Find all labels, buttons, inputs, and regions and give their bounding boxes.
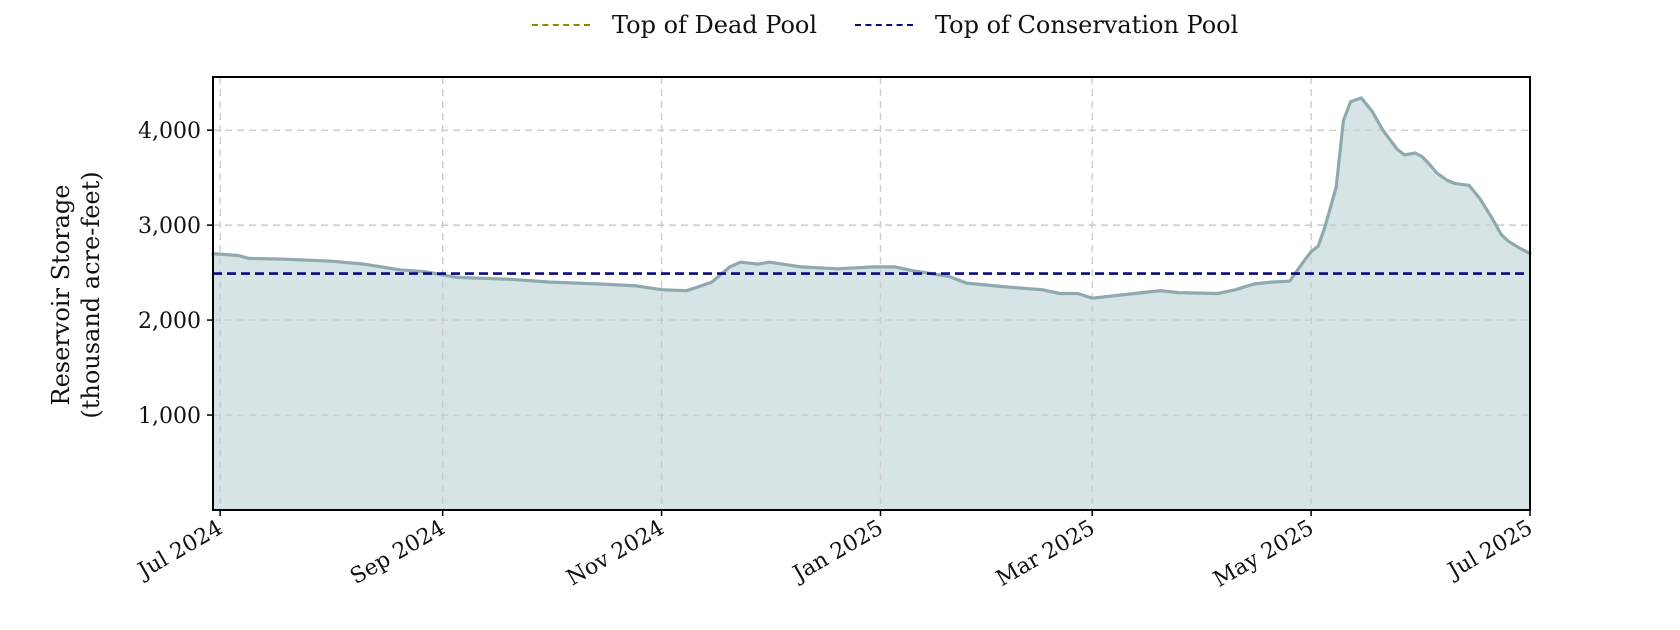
legend-item-conservation-pool: Top of Conservation Pool <box>855 8 1238 42</box>
x-tick-label: Jan 2025 <box>787 516 887 588</box>
x-tick-label: Sep 2024 <box>346 516 450 590</box>
x-tick-label: Jul 2025 <box>1442 516 1537 585</box>
legend-item-dead-pool: Top of Dead Pool <box>532 8 817 42</box>
legend-label-conservation-pool: Top of Conservation Pool <box>935 11 1239 39</box>
y-tick-label: 4,000 <box>138 119 201 144</box>
x-tick-label: Nov 2024 <box>563 516 669 592</box>
y-tick-label: 1,000 <box>138 404 201 429</box>
storage-area <box>213 97 1530 511</box>
plot-frame <box>212 76 1531 511</box>
legend: Top of Dead Pool Top of Conservation Poo… <box>0 8 1680 42</box>
y-tick-label: 3,000 <box>138 214 201 239</box>
x-tick-label: Jul 2024 <box>132 516 227 585</box>
x-tick-label: Mar 2025 <box>992 516 1099 592</box>
legend-swatch-conservation-pool <box>855 24 913 26</box>
legend-label-dead-pool: Top of Dead Pool <box>612 11 818 39</box>
legend-swatch-dead-pool <box>532 24 590 26</box>
y-tick-label: 2,000 <box>138 309 201 334</box>
storage-line <box>211 96 1532 300</box>
x-tick-label: May 2025 <box>1209 516 1318 593</box>
